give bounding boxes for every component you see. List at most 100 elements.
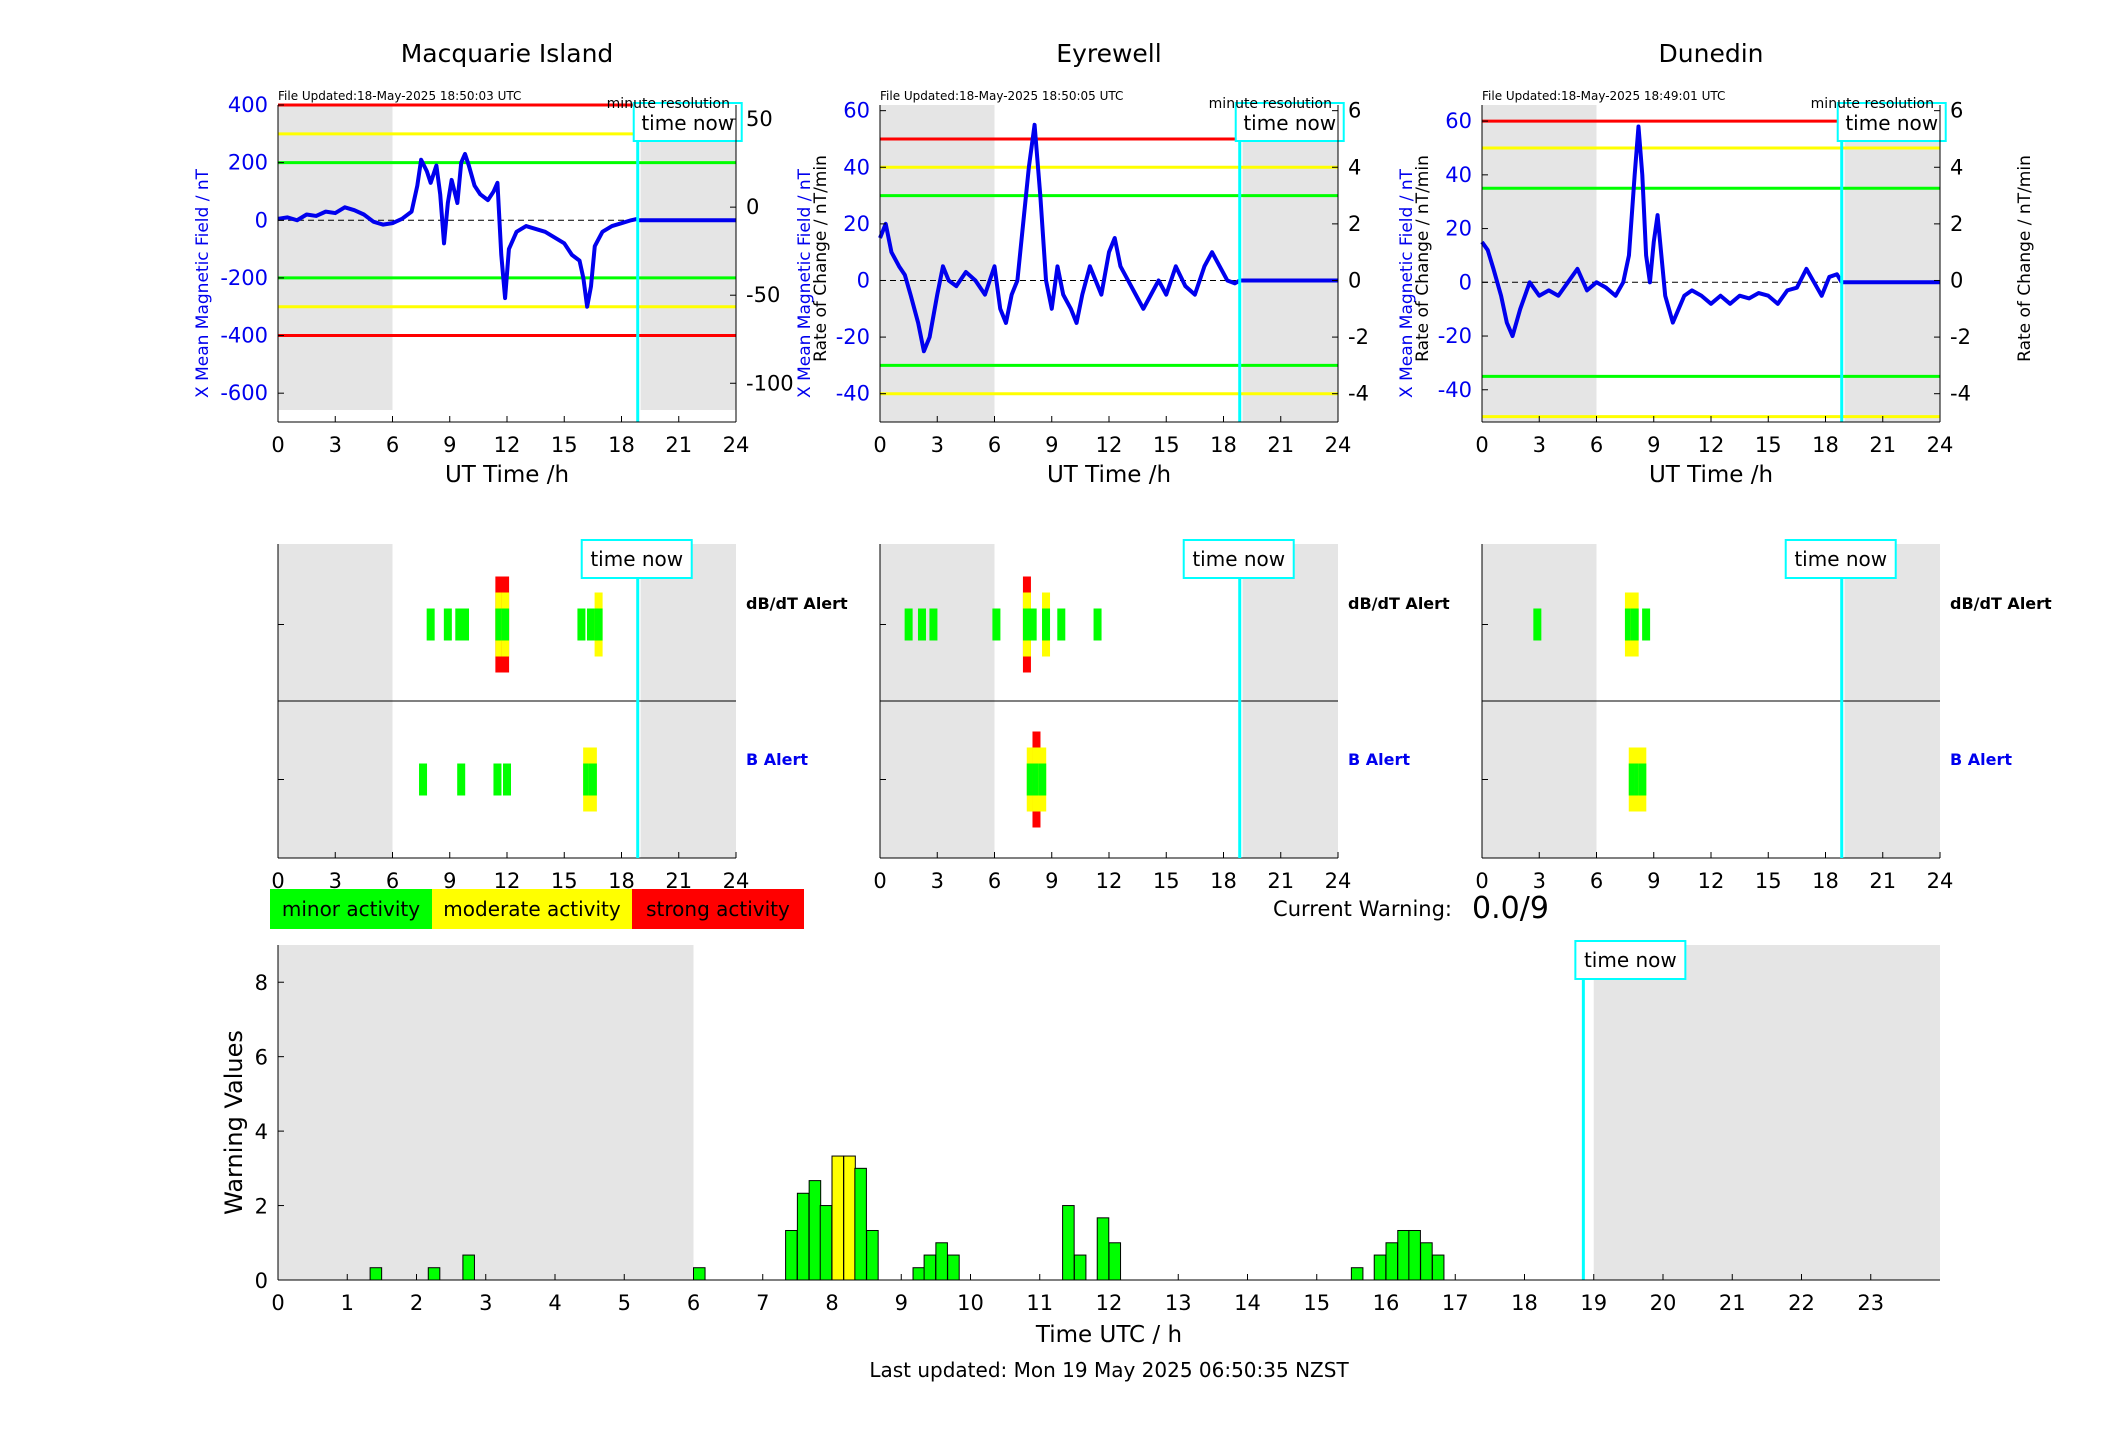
warning-x-tick-label: 2 (410, 1291, 423, 1315)
alert-x-tick-label: 0 (1475, 869, 1488, 893)
y-right-tick-label: -2 (1348, 325, 1369, 349)
x-tick-label: 21 (665, 433, 692, 457)
mean-field-series (1480, 124, 1844, 339)
y-right-tick-label: 4 (1950, 155, 1963, 179)
alert-x-tick-label: 18 (1210, 869, 1237, 893)
alert-mark-minor (1093, 608, 1102, 641)
warning-y-tick-label: 8 (255, 971, 268, 995)
alert-x-tick-label: 0 (271, 869, 284, 893)
warning-x-tick-label: 10 (957, 1291, 984, 1315)
warning-bar (854, 1167, 867, 1281)
alert-x-tick-label: 21 (1267, 869, 1294, 893)
x-tick-label: 3 (329, 433, 342, 457)
y-right-label: Rate of Change / nT/min (811, 155, 831, 362)
warning-bar (1062, 1205, 1075, 1281)
alert-x-tick-label: 3 (931, 869, 944, 893)
warning-x-tick-label: 19 (1580, 1291, 1607, 1315)
legend-swatch-strong (632, 889, 804, 929)
b-alert-label: B Alert (1348, 750, 1410, 769)
warning-x-tick-label: 13 (1165, 1291, 1192, 1315)
warning-bar (935, 1242, 948, 1281)
x-tick-label: 9 (443, 433, 456, 457)
alert-mark-strong (1032, 763, 1041, 796)
warning-x-tick-label: 3 (479, 1291, 492, 1315)
x-tick-label: 6 (386, 433, 399, 457)
warning-bar (808, 1180, 822, 1281)
alert-mark-minor (455, 608, 464, 641)
warning-bar (427, 1267, 441, 1281)
x-tick-label: 15 (1755, 433, 1782, 457)
y-right-tick-label: -100 (746, 371, 794, 395)
x-tick-label: 3 (1533, 433, 1546, 457)
dbdt-alert-label: dB/dT Alert (1348, 594, 1450, 613)
alert-mark-minor (586, 608, 595, 641)
alert-time-now-label: time now (1794, 547, 1887, 571)
warning-bar (1350, 1267, 1364, 1281)
warning-y-tick-label: 0 (255, 1269, 268, 1293)
warning-shaded-0 (278, 945, 694, 1280)
warning-y-tick-label: 2 (255, 1195, 268, 1219)
x-tick-label: 12 (494, 433, 521, 457)
y-right-tick-label: -4 (1950, 382, 1971, 406)
alert-mark-minor (443, 608, 452, 641)
alert-x-tick-label: 15 (1755, 869, 1782, 893)
warning-bar (1096, 1217, 1110, 1281)
y-left-tick-label: 200 (228, 151, 268, 175)
x-tick-label: 18 (1210, 433, 1237, 457)
panel-title: Macquarie Island (401, 39, 614, 68)
alert-mark-moderate (1624, 608, 1633, 641)
file-updated: File Updated:18-May-2025 18:49:01 UTC (1482, 89, 1725, 103)
alert-mark-minor (1642, 608, 1651, 641)
time-now-label: time now (1243, 111, 1336, 135)
alert-mark-moderate (1026, 763, 1035, 796)
resolution-label: minute resolution (607, 96, 730, 112)
alert-mark-minor (1057, 608, 1066, 641)
x-tick-label: 12 (1096, 433, 1123, 457)
alert-x-tick-label: 12 (1698, 869, 1725, 893)
warning-x-tick-label: 16 (1373, 1291, 1400, 1315)
y-left-label: X Mean Magnetic Field / nT (193, 168, 213, 398)
warning-x-tick-label: 11 (1026, 1291, 1053, 1315)
legend-label-strong: strong activity (646, 897, 790, 921)
warning-x-tick-label: 6 (687, 1291, 700, 1315)
alert-mark-strong (495, 608, 504, 641)
warning-bar (819, 1205, 833, 1281)
warning-bar (843, 1155, 856, 1281)
alert-time-now-label: time now (590, 547, 683, 571)
shaded-period-1 (1242, 105, 1338, 422)
y-right-tick-label: 4 (1348, 155, 1361, 179)
warning-bar (462, 1254, 475, 1281)
alert-mark-minor (1533, 608, 1542, 641)
b-alert-label: B Alert (746, 750, 808, 769)
alert-mark-moderate (1638, 763, 1647, 796)
x-tick-label: 9 (1647, 433, 1660, 457)
last-updated: Last updated: Mon 19 May 2025 06:50:35 N… (869, 1358, 1349, 1382)
alert-mark-moderate (1628, 763, 1637, 796)
shaded-period-1 (1844, 105, 1940, 422)
x-tick-label: 0 (1475, 433, 1488, 457)
alert-mark-moderate (1630, 608, 1639, 641)
y-right-label: Rate of Change / nT/min (2015, 155, 2035, 362)
warning-x-tick-label: 23 (1857, 1291, 1884, 1315)
legend-label-moderate: moderate activity (443, 897, 621, 921)
y-left-tick-label: 0 (255, 208, 268, 232)
y-left-tick-label: -40 (1438, 378, 1472, 402)
x-tick-label: 24 (1325, 433, 1352, 457)
y-left-tick-label: 20 (1445, 217, 1472, 241)
warning-x-tick-label: 5 (618, 1291, 631, 1315)
y-left-tick-label: 40 (1445, 163, 1472, 187)
warning-x-tick-label: 8 (825, 1291, 838, 1315)
y-right-tick-label: -4 (1348, 382, 1369, 406)
y-left-tick-label: 60 (1445, 109, 1472, 133)
y-right-tick-label: -50 (746, 283, 780, 307)
shaded-period-0 (1482, 105, 1597, 422)
alert-x-tick-label: 9 (1647, 869, 1660, 893)
warning-bar (1420, 1242, 1433, 1281)
warning-x-axis-label: Time UTC / h (1035, 1322, 1182, 1348)
x-tick-label: 15 (1153, 433, 1180, 457)
alert-x-tick-label: 6 (1590, 869, 1603, 893)
warning-y-tick-label: 4 (255, 1120, 268, 1144)
alert-mark-minor (917, 608, 926, 641)
alert-x-tick-label: 6 (988, 869, 1001, 893)
